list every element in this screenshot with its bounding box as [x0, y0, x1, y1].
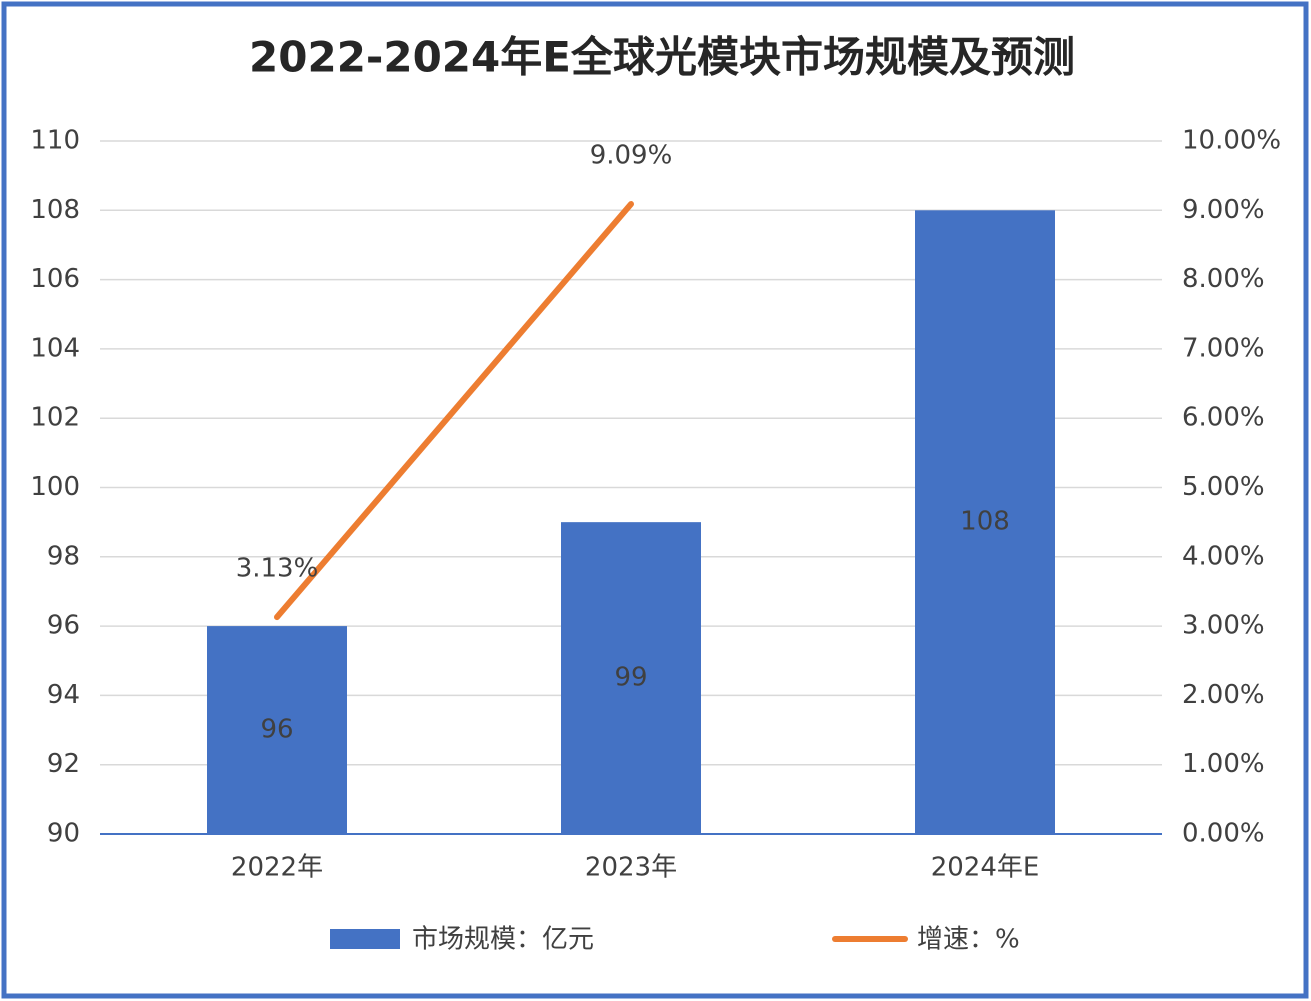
x-tick-label: 2022年: [231, 853, 323, 883]
y-tick-label: 108: [30, 195, 80, 225]
y-tick-label: 90: [47, 819, 80, 849]
legend-label: 市场规模：亿元: [412, 925, 594, 955]
x-tick-label: 2023年: [585, 853, 677, 883]
data-label: 99: [614, 663, 647, 693]
chart-title: 2022-2024年E全球光模块市场规模及预测: [249, 33, 1075, 82]
data-label: 3.13%: [236, 554, 319, 584]
y2-tick-label: 3.00%: [1182, 611, 1265, 641]
x-tick-label: 2024年E: [931, 853, 1040, 883]
data-label: 9.09%: [590, 141, 673, 171]
y2-tick-label: 2.00%: [1182, 680, 1265, 710]
y-tick-label: 94: [47, 680, 80, 710]
y2-tick-label: 8.00%: [1182, 264, 1265, 294]
line: [274, 201, 634, 621]
data-label: 108: [960, 507, 1010, 537]
y-tick-label: 104: [30, 333, 80, 363]
bar: [915, 210, 1055, 835]
bar: [561, 522, 701, 834]
y-tick-label: 98: [47, 541, 80, 571]
y-tick-label: 110: [30, 126, 80, 156]
y2-tick-label: 10.00%: [1182, 126, 1281, 156]
y2-tick-label: 7.00%: [1182, 333, 1265, 363]
y-tick-label: 100: [30, 472, 80, 502]
y-tick-label: 102: [30, 403, 80, 433]
y2-tick-label: 5.00%: [1182, 472, 1265, 502]
y2-tick-label: 6.00%: [1182, 403, 1265, 433]
y2-tick-label: 0.00%: [1182, 819, 1265, 849]
legend-label: 增速：%: [917, 925, 1020, 955]
y2-tick-label: 1.00%: [1182, 749, 1265, 779]
y2-tick-label: 9.00%: [1182, 195, 1265, 225]
y2-tick-label: 4.00%: [1182, 541, 1265, 571]
legend-swatch: [330, 929, 400, 949]
data-label: 96: [260, 715, 293, 745]
y-tick-label: 106: [30, 264, 80, 294]
y-tick-label: 92: [47, 749, 80, 779]
bar: [207, 626, 347, 834]
y-tick-label: 96: [47, 611, 80, 641]
